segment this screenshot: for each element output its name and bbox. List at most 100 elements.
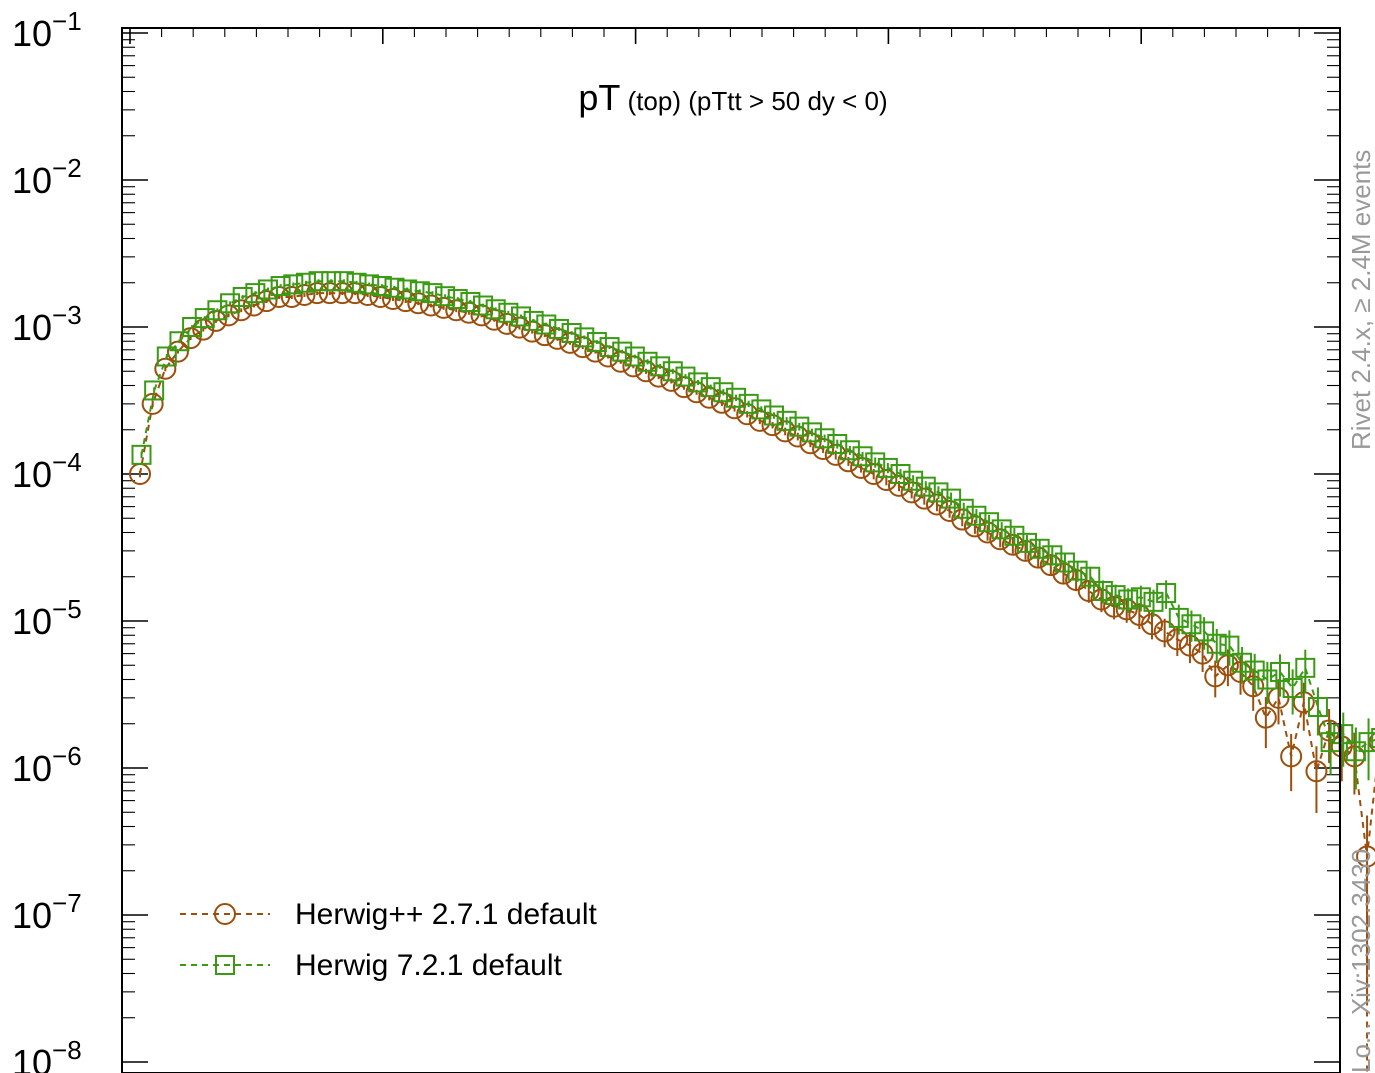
legend-label-herwig271: Herwig++ 2.7.1 default xyxy=(295,898,598,931)
annotation-sub: (top) (pTtt > 50 dy < 0) xyxy=(620,86,887,116)
data-point xyxy=(1153,620,1176,643)
series-line xyxy=(140,280,1375,753)
data-point xyxy=(1080,566,1101,587)
data-point xyxy=(941,488,962,509)
data-point xyxy=(991,519,1012,540)
data-point xyxy=(1356,845,1375,868)
data-point xyxy=(837,450,860,473)
data-point xyxy=(397,279,418,300)
data-point xyxy=(698,386,721,409)
data-point xyxy=(1219,635,1240,656)
y-tick-label: 10−4 xyxy=(12,447,82,495)
series-line xyxy=(139,292,1375,857)
data-point xyxy=(877,457,898,478)
data-point xyxy=(409,281,430,302)
y-tick-label: 10−3 xyxy=(12,300,82,348)
data-point xyxy=(675,366,696,387)
data-point xyxy=(217,304,240,327)
plot-frame xyxy=(121,27,1341,1073)
data-point xyxy=(574,327,595,348)
x-ticks xyxy=(129,28,1300,44)
data-point xyxy=(799,432,822,455)
data-point xyxy=(1141,613,1163,636)
data-point xyxy=(194,308,215,329)
annotation-main: pT xyxy=(578,77,620,118)
data-point xyxy=(1270,661,1290,682)
data-point xyxy=(710,391,733,414)
data-point xyxy=(1254,706,1277,729)
data-point xyxy=(384,277,405,298)
data-point xyxy=(511,306,531,327)
data-point xyxy=(764,405,784,426)
data-point xyxy=(508,316,531,339)
data-point xyxy=(1017,532,1037,553)
data-point xyxy=(713,382,734,403)
data-point xyxy=(293,284,316,307)
data-point xyxy=(1092,580,1113,601)
data-point xyxy=(824,443,847,466)
data-point xyxy=(888,474,910,497)
data-point xyxy=(270,276,291,297)
data-point xyxy=(748,409,771,432)
data-point xyxy=(1333,724,1354,745)
data-point xyxy=(308,271,329,292)
data-point xyxy=(232,286,253,307)
data-point xyxy=(1181,614,1202,635)
legend-marker-herwig271 xyxy=(214,903,236,925)
data-point xyxy=(862,463,885,485)
data-point xyxy=(1156,583,1177,604)
data-point xyxy=(938,500,961,523)
data-point xyxy=(1232,652,1253,673)
side-text-right: Rivet 2.4.x, ≥ 2.4M events xyxy=(1346,150,1375,450)
data-point xyxy=(166,340,189,363)
data-point xyxy=(726,387,747,408)
y-tick-labels: 10−1 10−2 10−3 10−4 10−5 10−6 10−7 10−8 xyxy=(12,6,82,1073)
y-tick-label: 10−1 xyxy=(12,6,82,54)
plot-annotation: pT (top) (pTtt > 50 dy < 0) xyxy=(578,77,887,118)
data-point xyxy=(255,290,278,313)
data-point xyxy=(789,416,810,437)
data-point xyxy=(609,350,632,373)
y-tick-label: 10−2 xyxy=(12,153,82,201)
data-point xyxy=(1118,589,1139,610)
data-point xyxy=(953,498,974,519)
data-point xyxy=(599,337,620,358)
data-point xyxy=(473,295,494,316)
data-point xyxy=(966,505,987,526)
data-point xyxy=(1166,628,1189,651)
data-point xyxy=(776,410,797,431)
data-point xyxy=(548,318,569,339)
data-point xyxy=(1206,633,1227,654)
legend-marker-herwig721 xyxy=(215,955,235,975)
data-point xyxy=(245,283,266,304)
data-point xyxy=(1280,745,1303,768)
data-point xyxy=(723,397,746,420)
data-point xyxy=(1168,607,1189,628)
data-point xyxy=(1292,691,1315,714)
data-point xyxy=(801,422,822,443)
data-point xyxy=(533,324,556,347)
data-point xyxy=(321,271,342,292)
data-point xyxy=(258,279,278,300)
data-point xyxy=(915,476,936,497)
data-point xyxy=(268,285,291,308)
data-point xyxy=(1103,595,1126,618)
side-text-right-lower: Lo... Xiv:1302.3430 xyxy=(1346,849,1375,1073)
data-point xyxy=(169,331,190,352)
data-point xyxy=(612,341,633,362)
data-point xyxy=(900,481,923,504)
data-point xyxy=(586,332,607,353)
data-point xyxy=(951,508,974,531)
data-point xyxy=(435,286,456,307)
data-point xyxy=(318,282,341,305)
data-point xyxy=(1242,675,1265,698)
data-point xyxy=(283,274,304,295)
data-point xyxy=(460,291,481,312)
data-point xyxy=(230,299,253,322)
data-point xyxy=(774,420,797,443)
data-point xyxy=(295,272,316,293)
data-point xyxy=(662,361,683,382)
data-point xyxy=(903,470,924,491)
data-point xyxy=(913,487,936,510)
